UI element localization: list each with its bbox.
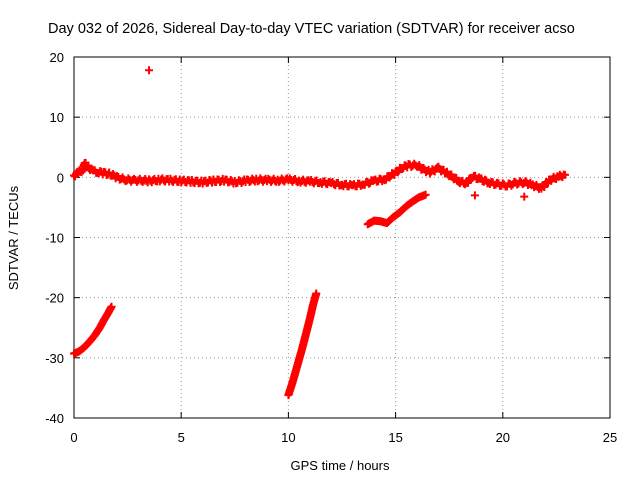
y-tick-label: -40 xyxy=(45,411,64,426)
data-point-marker xyxy=(393,168,402,177)
y-tick-label: 20 xyxy=(50,50,64,65)
grid-lines xyxy=(74,57,610,418)
x-tick-label: 5 xyxy=(178,430,185,445)
data-point-marker xyxy=(145,66,154,75)
data-point-marker xyxy=(107,302,116,311)
data-point-marker xyxy=(560,170,569,179)
x-tick-label: 25 xyxy=(603,430,617,445)
y-axis-label: SDTVAR / TECUs xyxy=(6,185,21,290)
x-tick-label: 15 xyxy=(388,430,402,445)
tick-marks xyxy=(73,56,611,419)
x-tick-label: 10 xyxy=(281,430,295,445)
data-markers xyxy=(70,66,569,400)
y-tick-label: -10 xyxy=(45,231,64,246)
y-tick-label: 10 xyxy=(50,110,64,125)
y-tick-label: -20 xyxy=(45,291,64,306)
data-point-marker xyxy=(520,192,529,201)
tick-labels: 0 5 10 15 20 25 -40 -30 -20 -10 0 10 20 xyxy=(45,50,617,445)
x-tick-label: 20 xyxy=(496,430,510,445)
y-tick-label: 0 xyxy=(57,170,64,185)
data-point-marker xyxy=(421,190,430,199)
y-tick-label: -30 xyxy=(45,351,64,366)
x-tick-label: 0 xyxy=(70,430,77,445)
x-axis-label: GPS time / hours xyxy=(291,458,390,473)
data-point-marker xyxy=(312,289,321,298)
chart-title: Day 032 of 2026, Sidereal Day-to-day VTE… xyxy=(48,21,575,37)
data-point-marker xyxy=(470,191,479,200)
